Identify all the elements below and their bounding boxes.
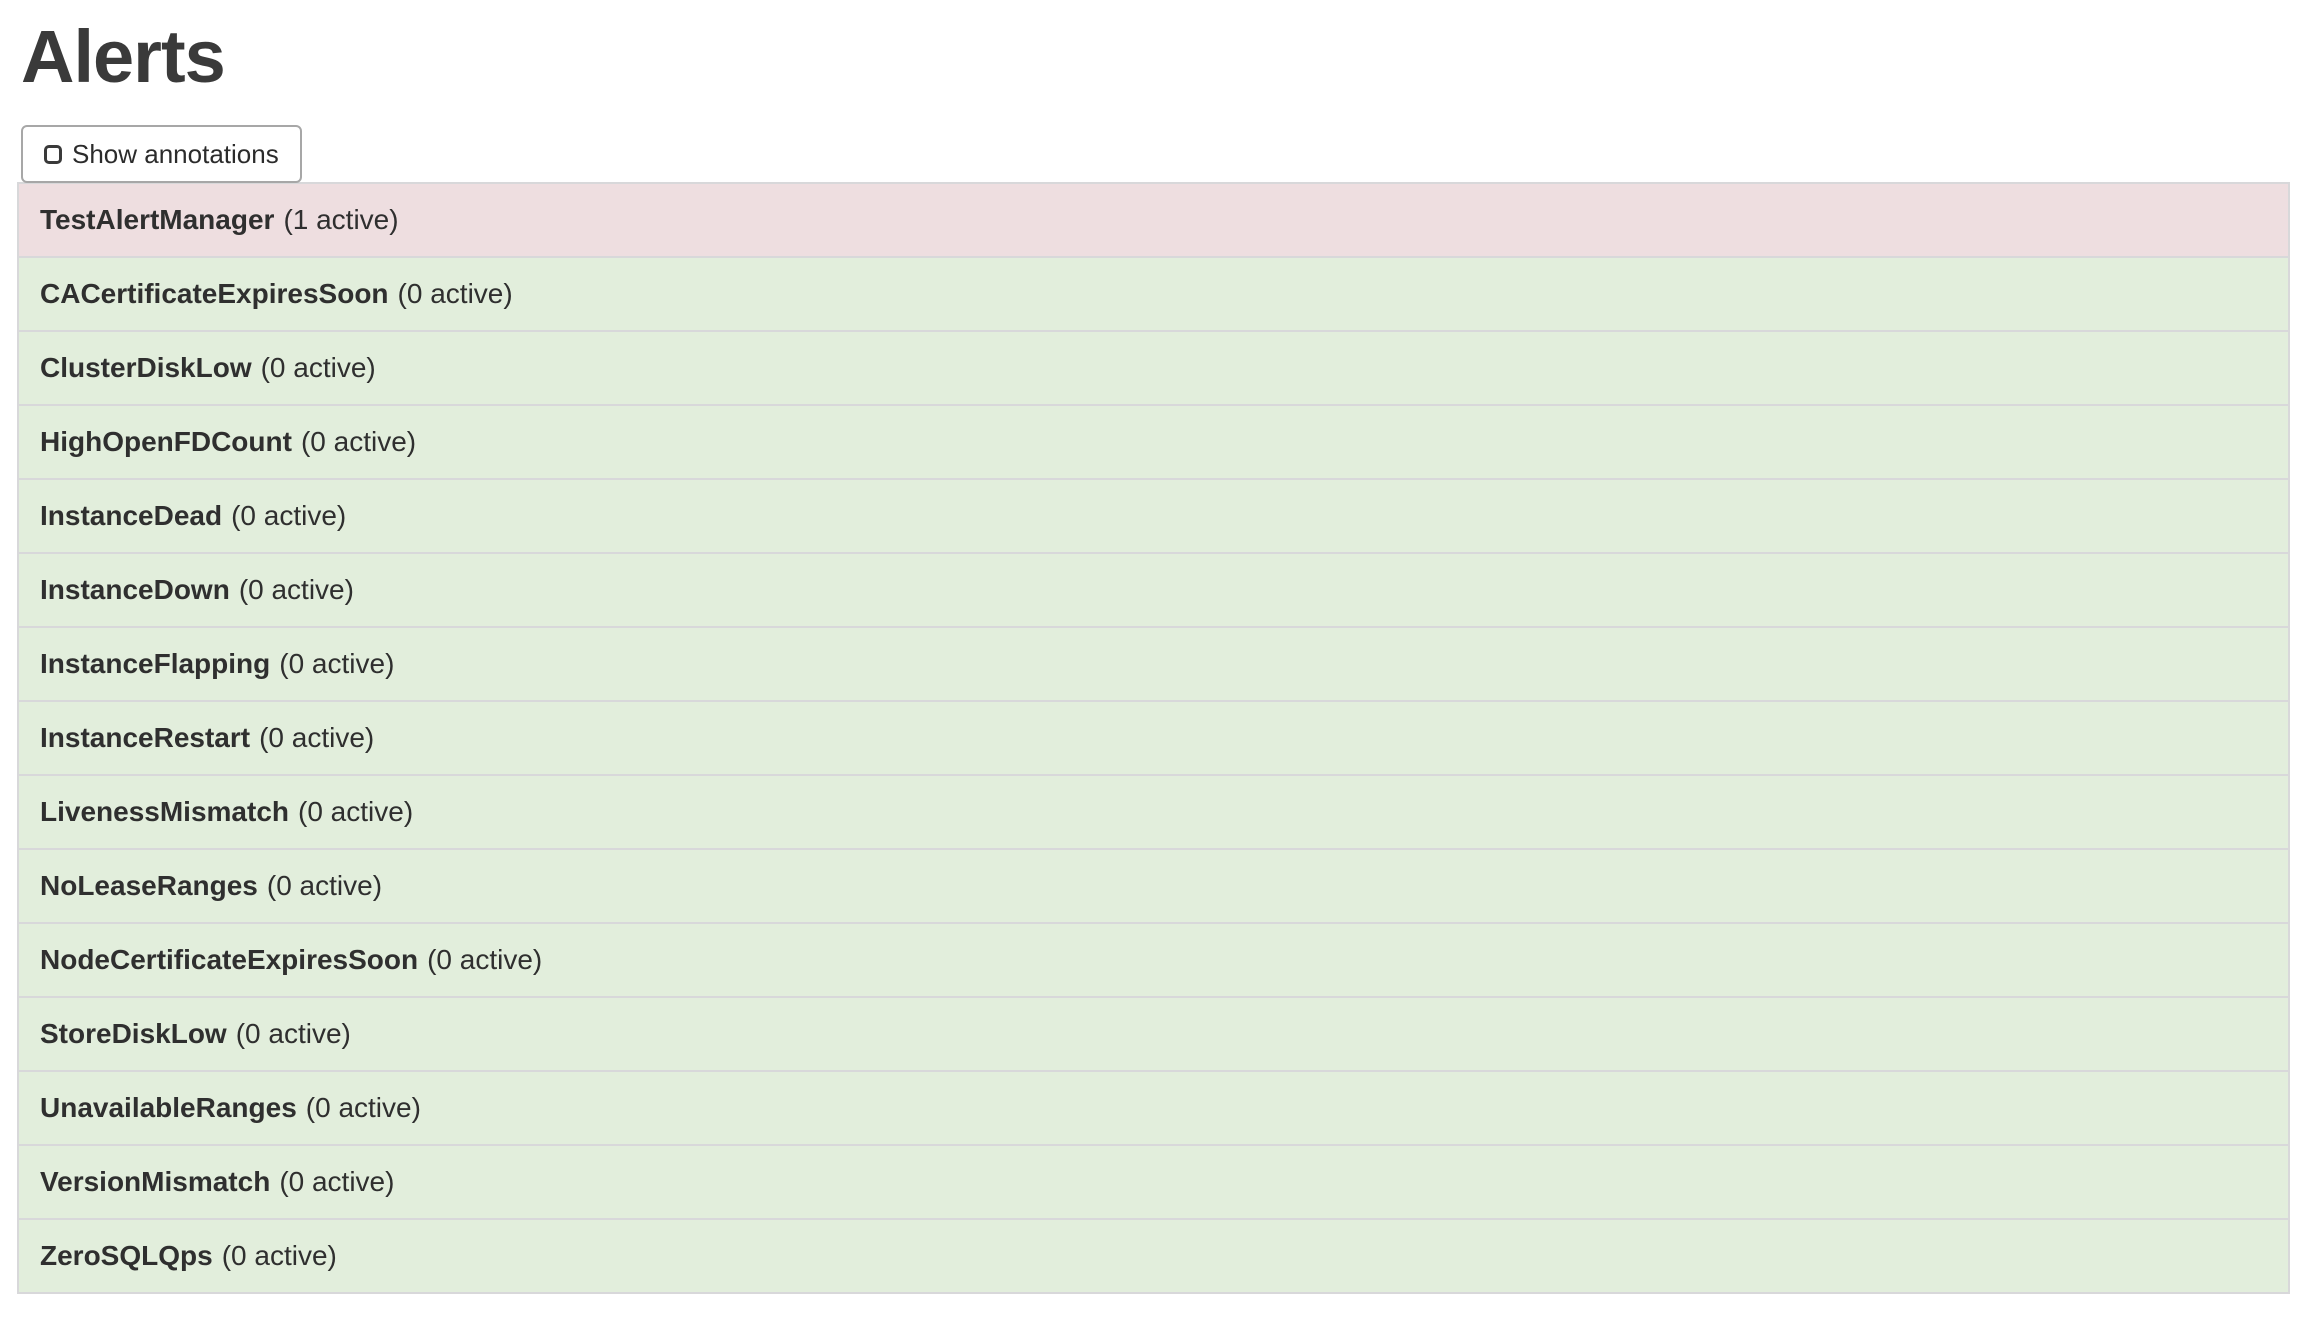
alert-name: StoreDiskLow [40, 1018, 227, 1049]
alert-active-count: (1 active) [283, 204, 399, 235]
alert-row[interactable]: CACertificateExpiresSoon (0 active) [19, 258, 2288, 332]
alert-name: LivenessMismatch [40, 796, 289, 827]
alert-active-count: (0 active) [300, 426, 417, 457]
alerts-list: TestAlertManager (1 active) CACertificat… [17, 182, 2290, 1294]
alert-name: InstanceFlapping [40, 648, 271, 679]
alert-row[interactable]: TestAlertManager (1 active) [19, 184, 2288, 258]
alert-name: TestAlertManager [40, 204, 275, 235]
alert-active-count: (0 active) [259, 722, 375, 753]
alert-active-count: (0 active) [279, 1166, 395, 1197]
alert-row[interactable]: UnavailableRanges (0 active) [19, 1072, 2288, 1146]
alert-name: UnavailableRanges [40, 1092, 297, 1123]
alert-row[interactable]: NodeCertificateExpiresSoon (0 active) [19, 924, 2288, 998]
alert-row[interactable]: LivenessMismatch (0 active) [19, 776, 2288, 850]
show-annotations-label: Show annotations [72, 138, 279, 169]
alert-row[interactable]: VersionMismatch (0 active) [19, 1146, 2288, 1220]
alert-name: CACertificateExpiresSoon [40, 278, 389, 309]
alert-name: InstanceDown [40, 574, 230, 605]
alert-row[interactable]: InstanceFlapping (0 active) [19, 628, 2288, 702]
alert-row[interactable]: InstanceDead (0 active) [19, 480, 2288, 554]
alert-active-count: (0 active) [238, 574, 354, 605]
alert-active-count: (0 active) [266, 870, 383, 901]
alert-name: VersionMismatch [40, 1166, 271, 1197]
checkbox-icon[interactable] [44, 144, 62, 164]
alert-row[interactable]: NoLeaseRanges (0 active) [19, 850, 2288, 924]
alert-name: ZeroSQLQps [40, 1240, 213, 1271]
alert-active-count: (0 active) [231, 500, 347, 531]
alert-row[interactable]: StoreDiskLow (0 active) [19, 998, 2288, 1072]
alert-active-count: (0 active) [305, 1092, 421, 1123]
alert-name: NodeCertificateExpiresSoon [40, 944, 419, 975]
page-title: Alerts [21, 15, 226, 98]
alert-active-count: (0 active) [397, 278, 513, 309]
alert-row[interactable]: InstanceDown (0 active) [19, 554, 2288, 628]
alert-name: HighOpenFDCount [40, 426, 292, 457]
alert-name: ClusterDiskLow [40, 352, 252, 383]
alert-row[interactable]: InstanceRestart (0 active) [19, 702, 2288, 776]
alert-active-count: (0 active) [427, 944, 543, 975]
alert-active-count: (0 active) [279, 648, 395, 679]
alert-active-count: (0 active) [298, 796, 414, 827]
alert-name: InstanceDead [40, 500, 223, 531]
show-annotations-button[interactable]: Show annotations [21, 125, 302, 183]
alert-row[interactable]: HighOpenFDCount (0 active) [19, 406, 2288, 480]
alert-row[interactable]: ClusterDiskLow (0 active) [19, 332, 2288, 406]
alert-active-count: (0 active) [235, 1018, 351, 1049]
alert-row[interactable]: ZeroSQLQps (0 active) [19, 1220, 2288, 1292]
alert-name: InstanceRestart [40, 722, 251, 753]
alert-active-count: (0 active) [221, 1240, 337, 1271]
alert-active-count: (0 active) [260, 352, 376, 383]
alert-name: NoLeaseRanges [40, 870, 258, 901]
